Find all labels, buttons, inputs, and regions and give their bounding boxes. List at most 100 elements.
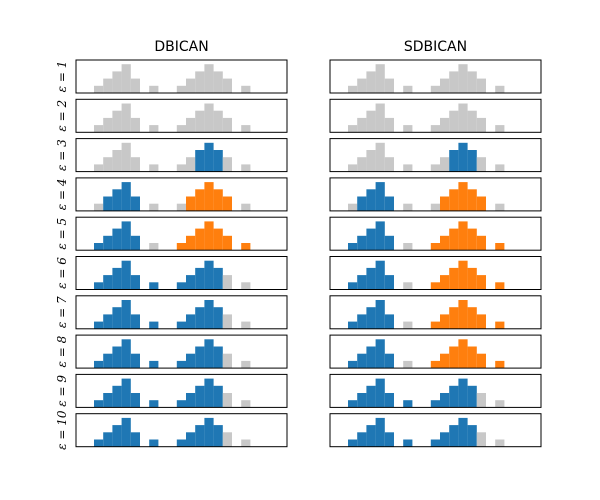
panel-frame	[329, 295, 542, 330]
histogram-bar	[495, 282, 505, 290]
panel-frame	[75, 138, 288, 173]
histogram-bar	[112, 71, 122, 93]
histogram-bar	[121, 142, 131, 172]
histogram-bar	[222, 432, 232, 447]
panel-frame	[329, 413, 542, 448]
histogram-bar	[195, 71, 205, 93]
histogram-bar	[176, 203, 186, 211]
histogram-bar	[449, 110, 459, 133]
histogram-bar	[449, 150, 459, 172]
histogram-bar	[440, 275, 450, 290]
histogram-bar	[204, 260, 214, 290]
histogram-bar	[449, 267, 459, 290]
histogram-bar	[112, 110, 122, 133]
histogram-bar	[476, 196, 486, 211]
histogram-bar	[130, 393, 140, 408]
histogram-bar	[403, 282, 413, 290]
histogram-panel	[75, 59, 288, 94]
histogram-bar	[130, 275, 140, 290]
histogram-bar	[213, 150, 223, 172]
histogram-panel	[75, 138, 288, 173]
histogram-bar	[357, 393, 367, 408]
panel-frame	[75, 373, 288, 408]
histogram-panel	[75, 177, 288, 212]
histogram-bar	[440, 196, 450, 211]
histogram-bar	[94, 400, 104, 408]
histogram-bar	[357, 275, 367, 290]
histogram-bar	[149, 125, 159, 133]
histogram-bar	[121, 260, 131, 290]
histogram-bar	[357, 196, 367, 211]
histogram-bar	[467, 189, 477, 211]
histogram-bar	[384, 117, 394, 133]
panel-frame	[75, 413, 288, 448]
histogram-panel	[329, 216, 542, 251]
histogram-bar	[149, 400, 159, 408]
histogram-bar	[375, 300, 385, 329]
row-label: ε = 5	[55, 218, 69, 250]
histogram-bar	[186, 314, 196, 329]
histogram-bar	[112, 307, 122, 329]
histogram-bar	[440, 353, 450, 369]
histogram-panel	[329, 59, 542, 94]
histogram-bar	[403, 203, 413, 211]
histogram-bar	[176, 321, 186, 329]
histogram-bar	[375, 182, 385, 211]
row-label: ε = 10	[55, 410, 69, 450]
column-title: DBICAN	[154, 39, 208, 55]
histogram-bar	[112, 150, 122, 172]
histogram-bar	[195, 425, 205, 447]
histogram-bar	[121, 221, 131, 251]
histogram-bar	[103, 78, 113, 93]
histogram-bar	[186, 157, 196, 172]
histogram-bar	[458, 221, 468, 251]
panel-frame	[329, 373, 542, 408]
panel-frame	[75, 177, 288, 212]
histogram-bar	[130, 235, 140, 251]
histogram-bar	[176, 439, 186, 447]
row-label: ε = 1	[55, 61, 69, 93]
histogram-bar	[222, 78, 232, 93]
histogram-bar	[357, 432, 367, 447]
histogram-panel	[75, 216, 288, 251]
histogram-bar	[476, 157, 486, 172]
histogram-bar	[103, 314, 113, 329]
histogram-bar	[366, 346, 376, 369]
histogram-bar	[176, 243, 186, 251]
histogram-bar	[130, 196, 140, 211]
histogram-bar	[348, 164, 358, 172]
histogram-bar	[449, 425, 459, 447]
histogram-bar	[213, 71, 223, 93]
histogram-panel	[75, 413, 288, 448]
histogram-bar	[449, 307, 459, 329]
histogram-bar	[103, 393, 113, 408]
histogram-bar	[495, 164, 505, 172]
histogram-bar	[176, 85, 186, 93]
histogram-bar	[112, 189, 122, 211]
histogram-bar	[366, 425, 376, 447]
histogram-bar	[440, 432, 450, 447]
histogram-bar	[495, 360, 505, 369]
histogram-bar	[130, 353, 140, 369]
histogram-panel	[329, 373, 542, 408]
histogram-bar	[103, 275, 113, 290]
histogram-bar	[403, 321, 413, 329]
histogram-bar	[495, 439, 505, 447]
histogram-bar	[121, 339, 131, 369]
histogram-bar	[213, 346, 223, 369]
histogram-bar	[430, 203, 440, 211]
histogram-bar	[467, 425, 477, 447]
histogram-bar	[204, 142, 214, 172]
histogram-bar	[103, 235, 113, 251]
histogram-bar	[348, 321, 358, 329]
histogram-bar	[348, 282, 358, 290]
histogram-bar	[366, 228, 376, 251]
histogram-bar	[213, 228, 223, 251]
histogram-panel	[329, 177, 542, 212]
histogram-bar	[241, 282, 251, 290]
histogram-bar	[112, 346, 122, 369]
histogram-bar	[195, 110, 205, 133]
histogram-bar	[241, 321, 251, 329]
histogram-bar	[476, 117, 486, 133]
histogram-bar	[458, 260, 468, 290]
